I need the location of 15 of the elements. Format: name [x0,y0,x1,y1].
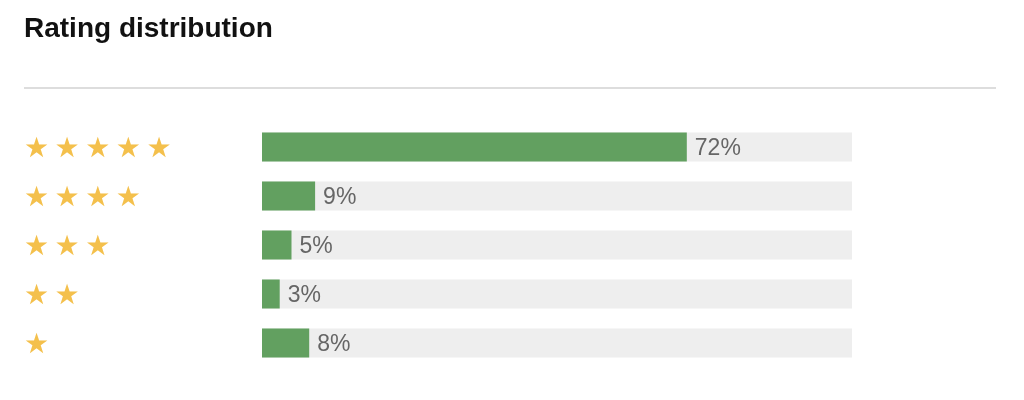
data-label: 72% [694,134,741,160]
bar [262,181,316,211]
data-label: 8% [317,330,351,356]
y-tick-label: ★★ [24,277,86,311]
data-label: 9% [323,183,357,209]
y-tick-label: ★ [24,326,55,360]
y-tick-label: ★★★★★ [24,130,178,164]
data-label: 3% [287,281,321,307]
bar [262,279,280,309]
y-tick-label: ★★★ [24,228,116,262]
bar [262,230,292,260]
bar [262,328,310,358]
y-tick-label: ★★★★ [24,179,147,213]
data-label: 5% [299,232,333,258]
chart-title: Rating distribution [24,12,273,43]
